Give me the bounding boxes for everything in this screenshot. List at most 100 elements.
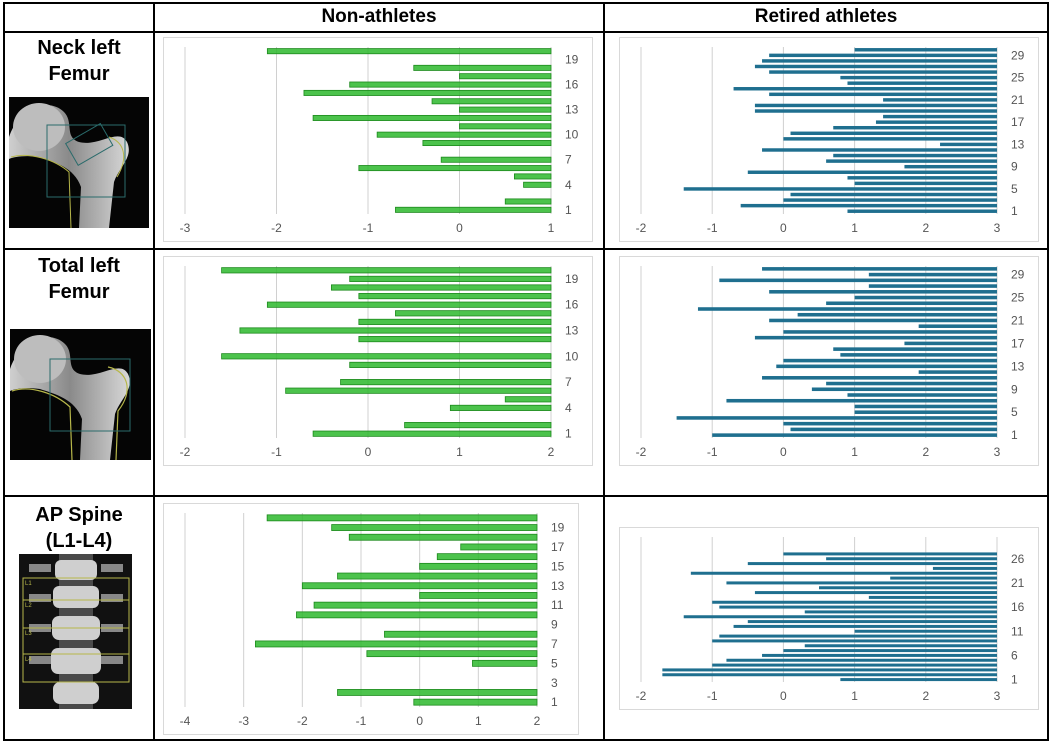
x-tick-label: 2 xyxy=(922,221,929,235)
x-tick-label: 0 xyxy=(416,714,423,728)
category-label: 16 xyxy=(565,298,579,312)
bar xyxy=(847,176,997,180)
femur-total-scan-image xyxy=(10,329,151,461)
x-tick-label: 0 xyxy=(365,445,372,459)
table-border-header xyxy=(3,31,1049,33)
category-label: 19 xyxy=(551,521,565,535)
x-tick-label: 3 xyxy=(994,689,1001,703)
bar xyxy=(769,318,997,323)
x-tick-label: -3 xyxy=(180,221,191,235)
bar xyxy=(797,312,997,317)
bar xyxy=(331,524,538,531)
bar xyxy=(754,591,997,595)
category-label: 10 xyxy=(565,349,579,363)
bar xyxy=(349,361,552,368)
bar xyxy=(266,514,538,522)
bar xyxy=(904,341,997,346)
bar xyxy=(712,600,997,604)
row-label-total-line2: Femur xyxy=(48,281,110,303)
bar xyxy=(868,272,997,277)
category-label: 13 xyxy=(565,324,579,338)
bar xyxy=(384,630,538,638)
category-label: 6 xyxy=(1011,648,1018,662)
table-border-col1 xyxy=(153,2,155,741)
bar xyxy=(719,634,997,638)
category-label: 13 xyxy=(565,103,579,117)
category-label: 1 xyxy=(565,427,572,441)
category-label: 13 xyxy=(1011,359,1025,373)
bar xyxy=(460,543,538,551)
bar xyxy=(690,571,997,575)
x-tick-label: -2 xyxy=(636,221,647,235)
bar xyxy=(804,610,997,614)
x-tick-label: 3 xyxy=(994,445,1001,459)
category-label: 26 xyxy=(1011,552,1025,566)
scan-label-l2: L2 xyxy=(25,603,32,609)
bar xyxy=(762,148,997,152)
table-border-row1 xyxy=(3,248,1049,250)
bar xyxy=(932,566,997,570)
row-label-total: Total left Femur xyxy=(5,253,153,305)
bar xyxy=(747,170,997,174)
row-label-spine-line1: AP Spine xyxy=(35,504,123,526)
bar xyxy=(762,376,997,380)
bar xyxy=(221,267,552,274)
bar xyxy=(747,620,997,624)
bar xyxy=(719,605,997,609)
bar xyxy=(918,370,997,374)
bar xyxy=(459,106,552,113)
bar xyxy=(419,562,538,570)
category-label: 11 xyxy=(1011,624,1024,638)
bar xyxy=(349,275,552,282)
bar xyxy=(683,615,997,619)
bar xyxy=(769,53,997,58)
category-label: 4 xyxy=(565,401,572,415)
bar xyxy=(790,131,997,136)
category-label: 19 xyxy=(565,53,579,67)
x-tick-label: 0 xyxy=(456,221,463,235)
bar xyxy=(312,430,552,437)
bar xyxy=(783,649,997,653)
bar xyxy=(783,421,997,426)
table-border-bottom xyxy=(3,739,1049,741)
bar xyxy=(918,324,997,328)
bar xyxy=(349,81,552,88)
bar xyxy=(376,131,552,138)
x-tick-label: -1 xyxy=(707,221,718,235)
scan-label-l4: L4 xyxy=(25,657,32,663)
neck-nonathletes-svg: -3 -2 -1 0 11 4 7 10 13 16 19 xyxy=(163,37,593,242)
x-tick-label: 0 xyxy=(780,221,787,235)
bar xyxy=(754,64,997,69)
category-label: 1 xyxy=(551,695,558,709)
bar xyxy=(395,206,552,213)
bar xyxy=(875,120,997,124)
bar xyxy=(239,327,552,334)
x-tick-label: -2 xyxy=(297,714,308,728)
category-label: 29 xyxy=(1011,268,1025,282)
bar xyxy=(854,404,997,409)
category-label: 21 xyxy=(1011,93,1025,107)
x-tick-label: 1 xyxy=(548,221,555,235)
x-tick-label: 2 xyxy=(534,714,541,728)
bar xyxy=(395,310,552,317)
row-label-neck-line2: Femur xyxy=(48,63,110,85)
bar xyxy=(296,611,538,619)
bar xyxy=(883,114,997,119)
x-tick-label: 1 xyxy=(475,714,482,728)
chart-total-nonathletes: -2 -1 0 1 2 1 4 7 10 13 16 19 xyxy=(163,256,593,466)
bar xyxy=(868,595,997,599)
category-label: 9 xyxy=(551,618,558,632)
bar xyxy=(404,422,552,429)
bar xyxy=(313,601,538,609)
bar xyxy=(358,165,552,172)
bar xyxy=(783,198,997,202)
table-border-row2 xyxy=(3,495,1049,497)
bar xyxy=(762,59,997,63)
bar xyxy=(833,347,997,351)
bar xyxy=(366,650,538,658)
bar xyxy=(301,582,538,590)
bar xyxy=(804,644,997,648)
bar xyxy=(513,173,552,180)
